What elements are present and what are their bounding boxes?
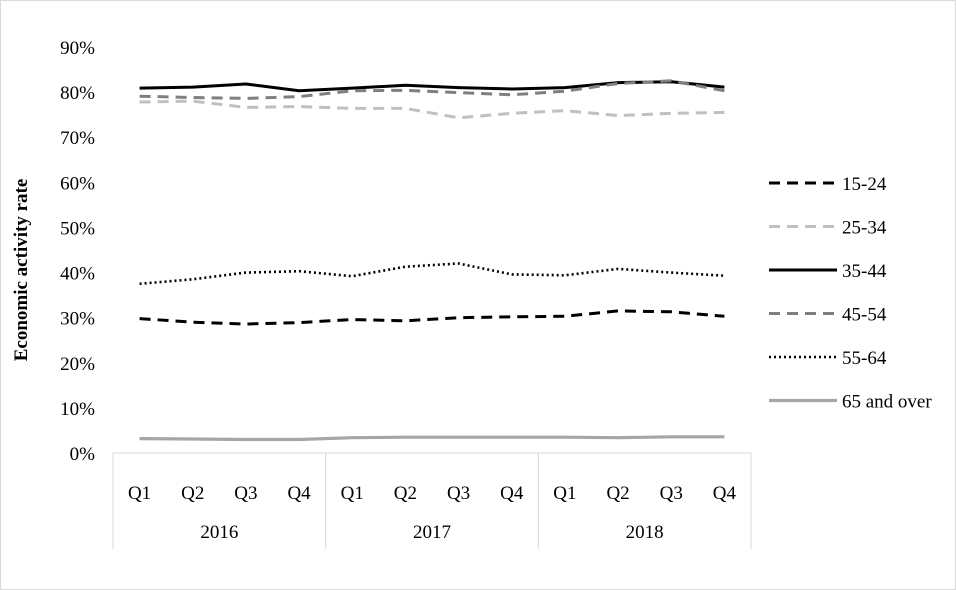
x-group-label: 2016 (200, 522, 238, 543)
legend: 15-24 25-34 35-44 45-54 55-64 65 and over (769, 174, 932, 413)
legend-label: 15-24 (842, 174, 887, 195)
x-tick-label: Q1 (128, 483, 151, 504)
series-line-15-24 (139, 309, 725, 326)
series-lines (139, 79, 725, 442)
series-line-65-and-over (139, 435, 725, 442)
legend-label: 25-34 (842, 218, 887, 239)
x-tick-label: Q3 (447, 483, 470, 504)
y-tick-label: 40% (60, 264, 95, 285)
x-tick-label: Q1 (553, 483, 576, 504)
y-tick-label: 90% (60, 38, 95, 59)
y-tick-label: 70% (60, 128, 95, 149)
y-tick-label: 60% (60, 173, 95, 194)
y-tick-label: 80% (60, 83, 95, 104)
y-tick-label: 20% (60, 354, 95, 375)
x-tick-label: Q4 (287, 483, 311, 504)
y-tick-label: 0% (70, 444, 96, 465)
x-tick-label: Q2 (606, 483, 629, 504)
y-tick-label: 50% (60, 218, 95, 239)
series-line-35-44 (139, 80, 725, 93)
x-tick-label: Q2 (394, 483, 417, 504)
x-axis: Q1 Q2 Q3 Q4 Q1 Q2 Q3 Q4 Q1 Q2 Q3 Q4 2016 2017 2018 (112, 452, 752, 549)
series-line-25-34 (139, 99, 725, 120)
x-tick-label: Q3 (234, 483, 257, 504)
x-tick-label: Q2 (181, 483, 204, 504)
series-line-45-54 (139, 79, 725, 100)
x-tick-label: Q4 (500, 483, 524, 504)
legend-label: 65 and over (842, 392, 932, 413)
x-tick-label: Q4 (713, 483, 737, 504)
y-tick-label: 30% (60, 309, 95, 330)
y-tick-label: 10% (60, 399, 95, 420)
legend-label: 55-64 (842, 348, 887, 369)
series-line-55-64 (139, 262, 725, 286)
x-tick-label: Q3 (660, 483, 683, 504)
y-axis-label: Economic activity rate (11, 179, 32, 362)
x-group-label: 2018 (626, 522, 664, 543)
x-group-label: 2017 (413, 522, 451, 543)
legend-label: 35-44 (842, 261, 887, 282)
y-axis-ticks: 0% 10% 20% 30% 40% 50% 60% 70% 80% 90% (60, 38, 95, 465)
x-tick-label: Q1 (341, 483, 364, 504)
legend-label: 45-54 (842, 305, 887, 326)
